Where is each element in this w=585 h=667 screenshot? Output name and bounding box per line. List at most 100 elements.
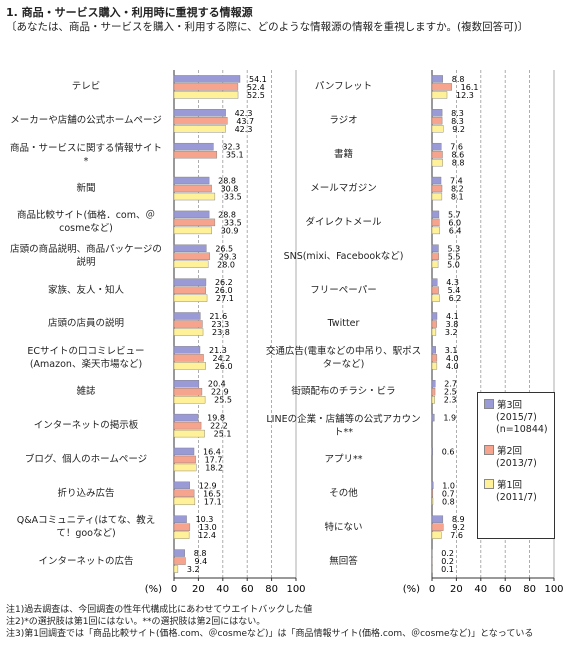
legend-name: 第1回 [497, 480, 523, 491]
category-label: テレビ [71, 81, 101, 93]
value-label: 8.6 [451, 151, 464, 160]
category-label: 店頭の店員の説明 [47, 318, 124, 330]
value-label: 13.0 [199, 523, 217, 532]
legend-name: 第2回 [497, 446, 523, 457]
bar [431, 497, 434, 506]
x-axis-label: (%) [403, 584, 420, 595]
x-tick-label: 60 [499, 584, 512, 595]
bar [173, 150, 218, 159]
bar [173, 565, 179, 573]
value-label: 6.2 [449, 294, 462, 303]
value-label: 19.8 [207, 414, 225, 423]
bar [173, 320, 203, 328]
bar [173, 354, 204, 362]
bar [431, 75, 443, 83]
bar [173, 142, 214, 151]
value-label: 10.3 [196, 515, 214, 524]
bar [173, 210, 210, 219]
bar [173, 481, 190, 490]
category-label: 交通広告(電車などの中吊り、駅ポスターなど) [265, 345, 422, 370]
bar [431, 294, 440, 302]
value-label: 32.3 [222, 143, 240, 152]
value-label: 26.0 [215, 362, 233, 371]
footnote: 注3)第1回調査では「商品比較サイト(価格.com、＠cosmeなど)」は「商品… [6, 629, 534, 639]
category-label: 無回答 [329, 555, 358, 567]
legend: 第3回 (2015/7) (n=10844) 第2回 (2013/7) 第1回 (2011/… [477, 392, 555, 539]
value-label: 8.8 [452, 159, 465, 168]
bar [173, 396, 206, 404]
legend-label: 第2回 [484, 445, 554, 458]
bar [173, 278, 207, 286]
value-label: 12.3 [456, 91, 474, 100]
value-label: 27.1 [216, 294, 234, 303]
category-label: 雑誌 [76, 386, 96, 398]
bar [431, 218, 440, 227]
bar [431, 523, 444, 531]
bar [173, 260, 209, 268]
bar [431, 388, 436, 396]
bar [173, 252, 210, 260]
value-label: 42.3 [235, 109, 253, 118]
category-label: パンフレット [314, 81, 373, 93]
value-label: 28.8 [218, 210, 236, 219]
value-label: 35.1 [226, 151, 244, 160]
legend-label: 第3回 [484, 399, 554, 412]
category-label: 街頭配布のチラシ・ビラ [291, 386, 396, 398]
value-label: 8.2 [451, 185, 464, 194]
bar [431, 192, 443, 201]
x-tick-label: 20 [192, 584, 205, 595]
legend-swatch [484, 399, 494, 409]
bar [173, 413, 199, 422]
bar [173, 380, 200, 388]
bar [173, 91, 239, 99]
bar [431, 210, 440, 219]
bar [431, 244, 439, 252]
value-label: 30.9 [221, 226, 239, 235]
bar [431, 150, 443, 159]
value-label: 21.6 [209, 312, 227, 321]
bar [173, 312, 201, 320]
category-label: その他 [329, 487, 358, 499]
bar [173, 557, 186, 565]
value-label: 25.1 [214, 430, 232, 439]
value-label: 9.2 [452, 523, 465, 532]
legend-swatch [484, 445, 494, 455]
value-label: 16.4 [203, 447, 221, 456]
category-label: 書籍 [333, 149, 353, 161]
bar [431, 320, 437, 328]
value-label: 23.3 [211, 320, 229, 329]
value-label: 0.7 [442, 489, 455, 498]
x-tick-label: 100 [286, 584, 305, 595]
value-label: 12.4 [198, 531, 216, 540]
value-label: 54.1 [249, 75, 267, 84]
legend-period: (2013/7) [496, 458, 537, 469]
bar [431, 109, 443, 117]
value-label: 26.5 [215, 244, 233, 253]
value-label: 5.3 [447, 244, 460, 253]
value-label: 5.4 [448, 286, 461, 295]
footnote: 注2)*の選択肢は第1回にはない。**の選択肢は第2回にはない。 [6, 617, 266, 627]
bar [431, 91, 448, 99]
x-tick-label: 0 [429, 584, 435, 595]
category-label: 特にない [324, 521, 363, 533]
value-label: 24.2 [213, 354, 231, 363]
bar [173, 455, 196, 464]
x-tick-label: 20 [450, 584, 463, 595]
value-label: 8.1 [451, 193, 464, 202]
value-label: 5.5 [448, 252, 461, 261]
value-label: 52.4 [247, 83, 265, 92]
value-label: 1.9 [443, 414, 456, 423]
value-label: 22.9 [211, 388, 229, 397]
value-label: 23.8 [212, 328, 230, 337]
value-label: 2.3 [444, 396, 457, 405]
value-label: 4.3 [446, 278, 459, 287]
category-label: Q&Aコミュニティ(はてな、教えて！gooなど) [16, 515, 156, 540]
category-label: LINEの企業・店舗等の公式アカウント** [266, 413, 421, 438]
x-tick-label: 40 [216, 584, 229, 595]
category-label: インターネットの掲示板 [33, 420, 139, 432]
x-axis-label: (%) [145, 584, 162, 595]
bar [431, 158, 443, 167]
x-tick-label: 40 [474, 584, 487, 595]
value-label: 52.5 [247, 91, 265, 100]
